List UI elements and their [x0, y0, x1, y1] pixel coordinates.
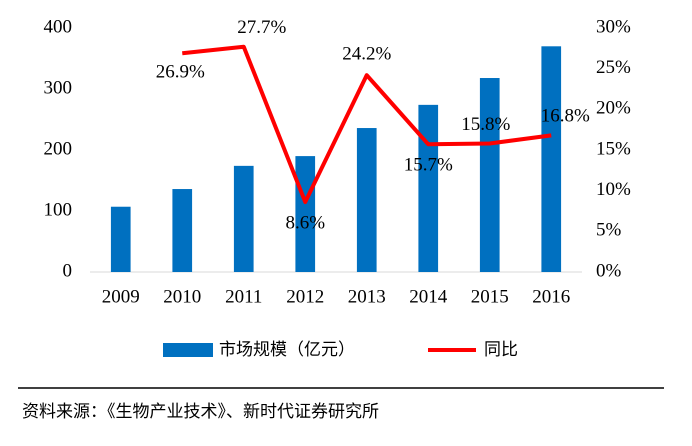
y-tick-label: 300	[44, 77, 73, 98]
y-tick-label: 200	[44, 138, 73, 159]
y2-tick-label: 25%	[596, 57, 631, 78]
data-label: 16.8%	[541, 106, 590, 127]
line	[182, 44, 552, 205]
bar	[541, 46, 562, 272]
y2-tick-label: 5%	[596, 220, 622, 241]
data-label: 15.7%	[404, 155, 453, 176]
y2-tick-label: 15%	[596, 138, 631, 159]
bar	[172, 189, 193, 272]
legend-label: 市场规模（亿元）	[219, 340, 355, 360]
x-tick-label: 2013	[348, 286, 386, 307]
x-tick-label: 2015	[471, 286, 509, 307]
y-tick-label: 100	[44, 199, 73, 220]
x-tick-label: 2010	[163, 286, 201, 307]
y2-tick-label: 10%	[596, 179, 631, 200]
bar	[110, 206, 131, 272]
bar	[479, 78, 500, 273]
bar	[418, 104, 439, 272]
legend-swatch	[163, 343, 213, 357]
x-tick-label: 2016	[532, 286, 570, 307]
y2-tick-label: 0%	[596, 260, 622, 281]
y2-tick-label: 30%	[596, 16, 631, 37]
bar	[233, 165, 254, 272]
x-tick-label: 2009	[102, 286, 140, 307]
y-tick-label: 0	[63, 260, 73, 281]
data-label: 24.2%	[342, 44, 391, 65]
x-tick-label: 2014	[409, 286, 448, 307]
x-tick-label: 2012	[286, 286, 324, 307]
legend-label: 同比	[484, 340, 518, 360]
source: 资料来源：《生物产业技术》、新时代证券研究所	[22, 402, 379, 422]
data-label: 26.9%	[156, 62, 205, 83]
data-label: 15.8%	[461, 114, 510, 135]
bar	[356, 128, 377, 272]
data-label: 8.6%	[285, 212, 325, 233]
x-tick-label: 2011	[225, 286, 262, 307]
y-tick-label: 400	[44, 16, 73, 37]
data-label: 27.7%	[237, 17, 286, 38]
y2-tick-label: 20%	[596, 98, 631, 119]
